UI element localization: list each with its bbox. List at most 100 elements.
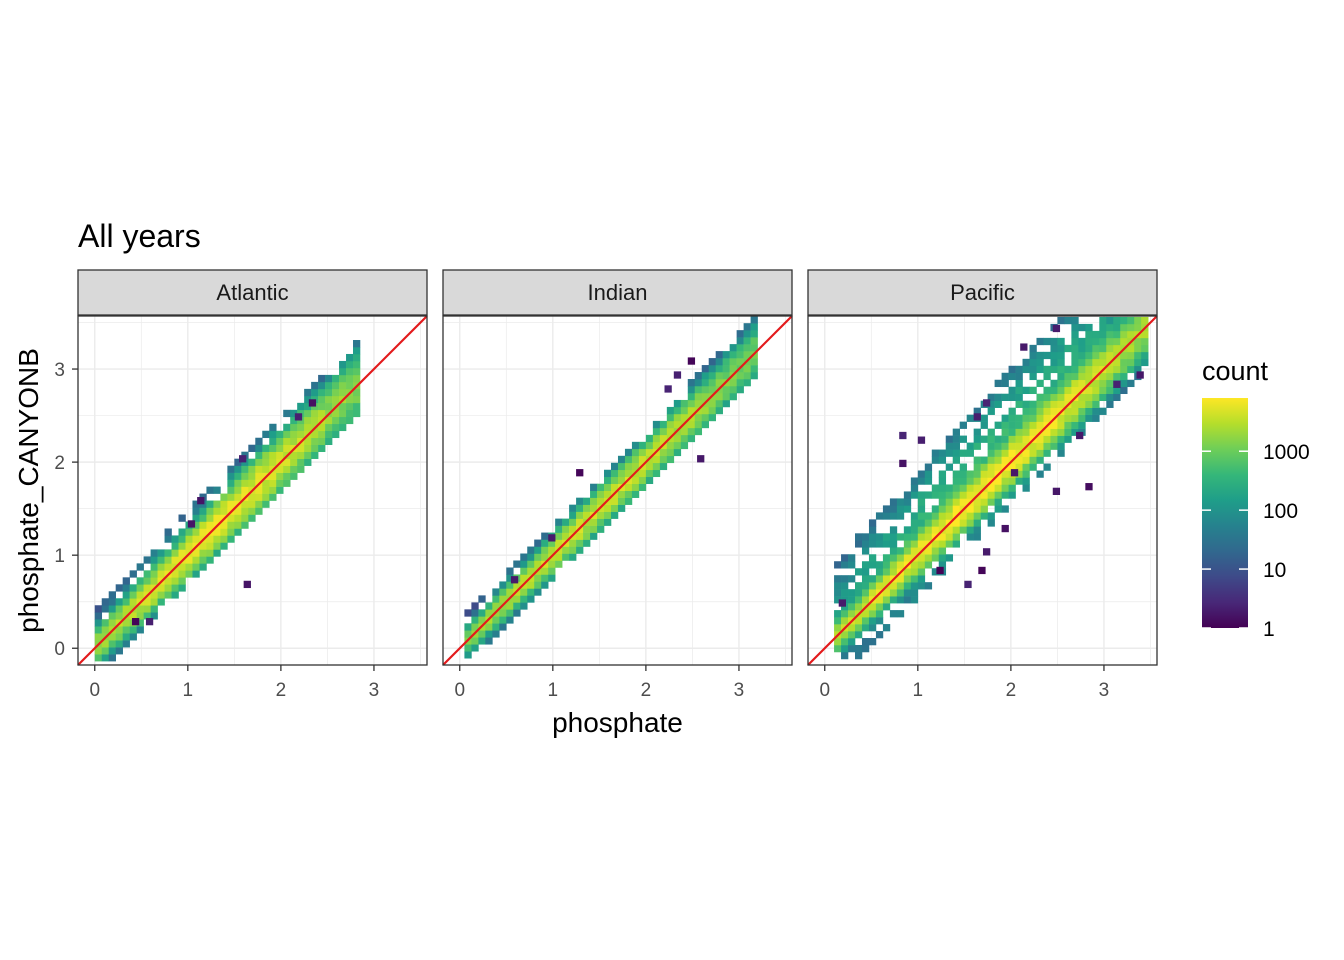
density-bin xyxy=(987,407,995,415)
density-bin xyxy=(520,553,528,561)
density-bin xyxy=(889,568,898,576)
density-bin xyxy=(262,458,270,466)
density-bin xyxy=(332,416,340,425)
density-bin xyxy=(729,344,737,352)
density-bin xyxy=(499,588,507,596)
density-bin xyxy=(952,526,960,534)
density-bin xyxy=(346,381,354,390)
density-bin xyxy=(952,533,960,541)
density-bin xyxy=(952,505,960,513)
density-bin xyxy=(624,497,633,505)
density-bin xyxy=(290,472,298,480)
density-bin xyxy=(1036,358,1044,367)
density-bin xyxy=(464,651,472,659)
density-bin xyxy=(94,654,103,662)
density-bin xyxy=(987,519,995,527)
density-bin xyxy=(722,372,730,380)
density-bin xyxy=(952,498,960,506)
density-bin xyxy=(841,610,849,618)
density-bin xyxy=(136,591,144,599)
density-bin xyxy=(875,512,884,520)
density-bin xyxy=(1022,477,1030,485)
density-bin xyxy=(129,598,137,606)
density-bin-sparse xyxy=(1052,324,1061,333)
density-bin xyxy=(980,512,988,520)
density-bin xyxy=(241,514,249,522)
density-bin xyxy=(848,596,856,604)
density-bin xyxy=(841,603,849,611)
density-bin xyxy=(882,624,891,632)
density-bin xyxy=(743,323,751,331)
density-bin-sparse xyxy=(687,357,696,365)
density-bin xyxy=(227,528,235,536)
density-bin xyxy=(875,533,884,541)
density-bin xyxy=(192,563,200,571)
density-bin xyxy=(1071,414,1079,422)
density-bin xyxy=(687,399,696,408)
density-bin xyxy=(973,407,981,415)
density-bin xyxy=(652,441,661,450)
density-bin xyxy=(597,525,605,533)
density-bin xyxy=(129,570,137,578)
density-bin xyxy=(269,423,277,432)
density-bin xyxy=(987,442,995,450)
density-bin xyxy=(680,427,689,436)
density-bin xyxy=(506,616,514,624)
density-bin xyxy=(192,528,200,536)
density-bin xyxy=(122,640,130,648)
density-bin xyxy=(1057,414,1065,422)
density-bin xyxy=(875,596,884,604)
density-bin xyxy=(861,582,870,590)
density-bin xyxy=(1141,358,1149,367)
density-bin xyxy=(973,463,981,471)
density-bin xyxy=(1036,421,1044,429)
density-bin xyxy=(569,504,577,512)
density-bin xyxy=(548,546,556,554)
bins-group xyxy=(464,316,758,659)
density-bin xyxy=(1029,400,1037,408)
panel-border xyxy=(77,315,428,666)
density-bin xyxy=(694,420,703,429)
density-bin xyxy=(562,553,570,561)
panel-border xyxy=(442,315,793,666)
density-bin xyxy=(143,577,151,585)
density-bin xyxy=(464,609,472,617)
density-bin xyxy=(875,603,884,611)
density-bin xyxy=(129,612,137,620)
density-bin xyxy=(297,458,305,466)
density-bin xyxy=(506,574,514,582)
density-bin xyxy=(1029,414,1037,422)
legend-break-label: 10 xyxy=(1263,559,1286,582)
density-bin xyxy=(722,392,730,401)
density-bin xyxy=(959,435,967,443)
y-tick-label: 2 xyxy=(54,453,65,474)
density-bin xyxy=(889,547,898,555)
density-bin xyxy=(896,533,905,541)
density-bin xyxy=(1036,435,1044,443)
density-bin xyxy=(255,465,263,473)
density-bin xyxy=(94,647,103,655)
x-tick-label: 0 xyxy=(89,680,100,701)
density-bin xyxy=(1099,393,1107,401)
density-bin xyxy=(903,547,912,555)
legend-title: count xyxy=(1202,356,1269,386)
density-bin xyxy=(945,491,954,499)
color-legend: count 1 10 100 1000 xyxy=(1202,356,1310,641)
density-bin xyxy=(1036,414,1044,422)
density-bin xyxy=(834,610,842,618)
density-bin xyxy=(1057,344,1065,353)
density-bin xyxy=(1085,323,1093,332)
density-bin xyxy=(290,465,298,473)
density-bin xyxy=(339,381,347,390)
density-bin-sparse xyxy=(131,618,140,626)
density-bin xyxy=(283,437,291,446)
density-bin xyxy=(861,540,870,548)
density-bin xyxy=(1141,330,1149,339)
density-bin xyxy=(527,567,535,575)
density-bin xyxy=(534,539,542,547)
density-bin xyxy=(722,399,730,408)
density-bin xyxy=(750,323,758,331)
density-bin xyxy=(931,449,940,457)
density-bin xyxy=(534,553,542,561)
density-bin xyxy=(534,560,542,568)
